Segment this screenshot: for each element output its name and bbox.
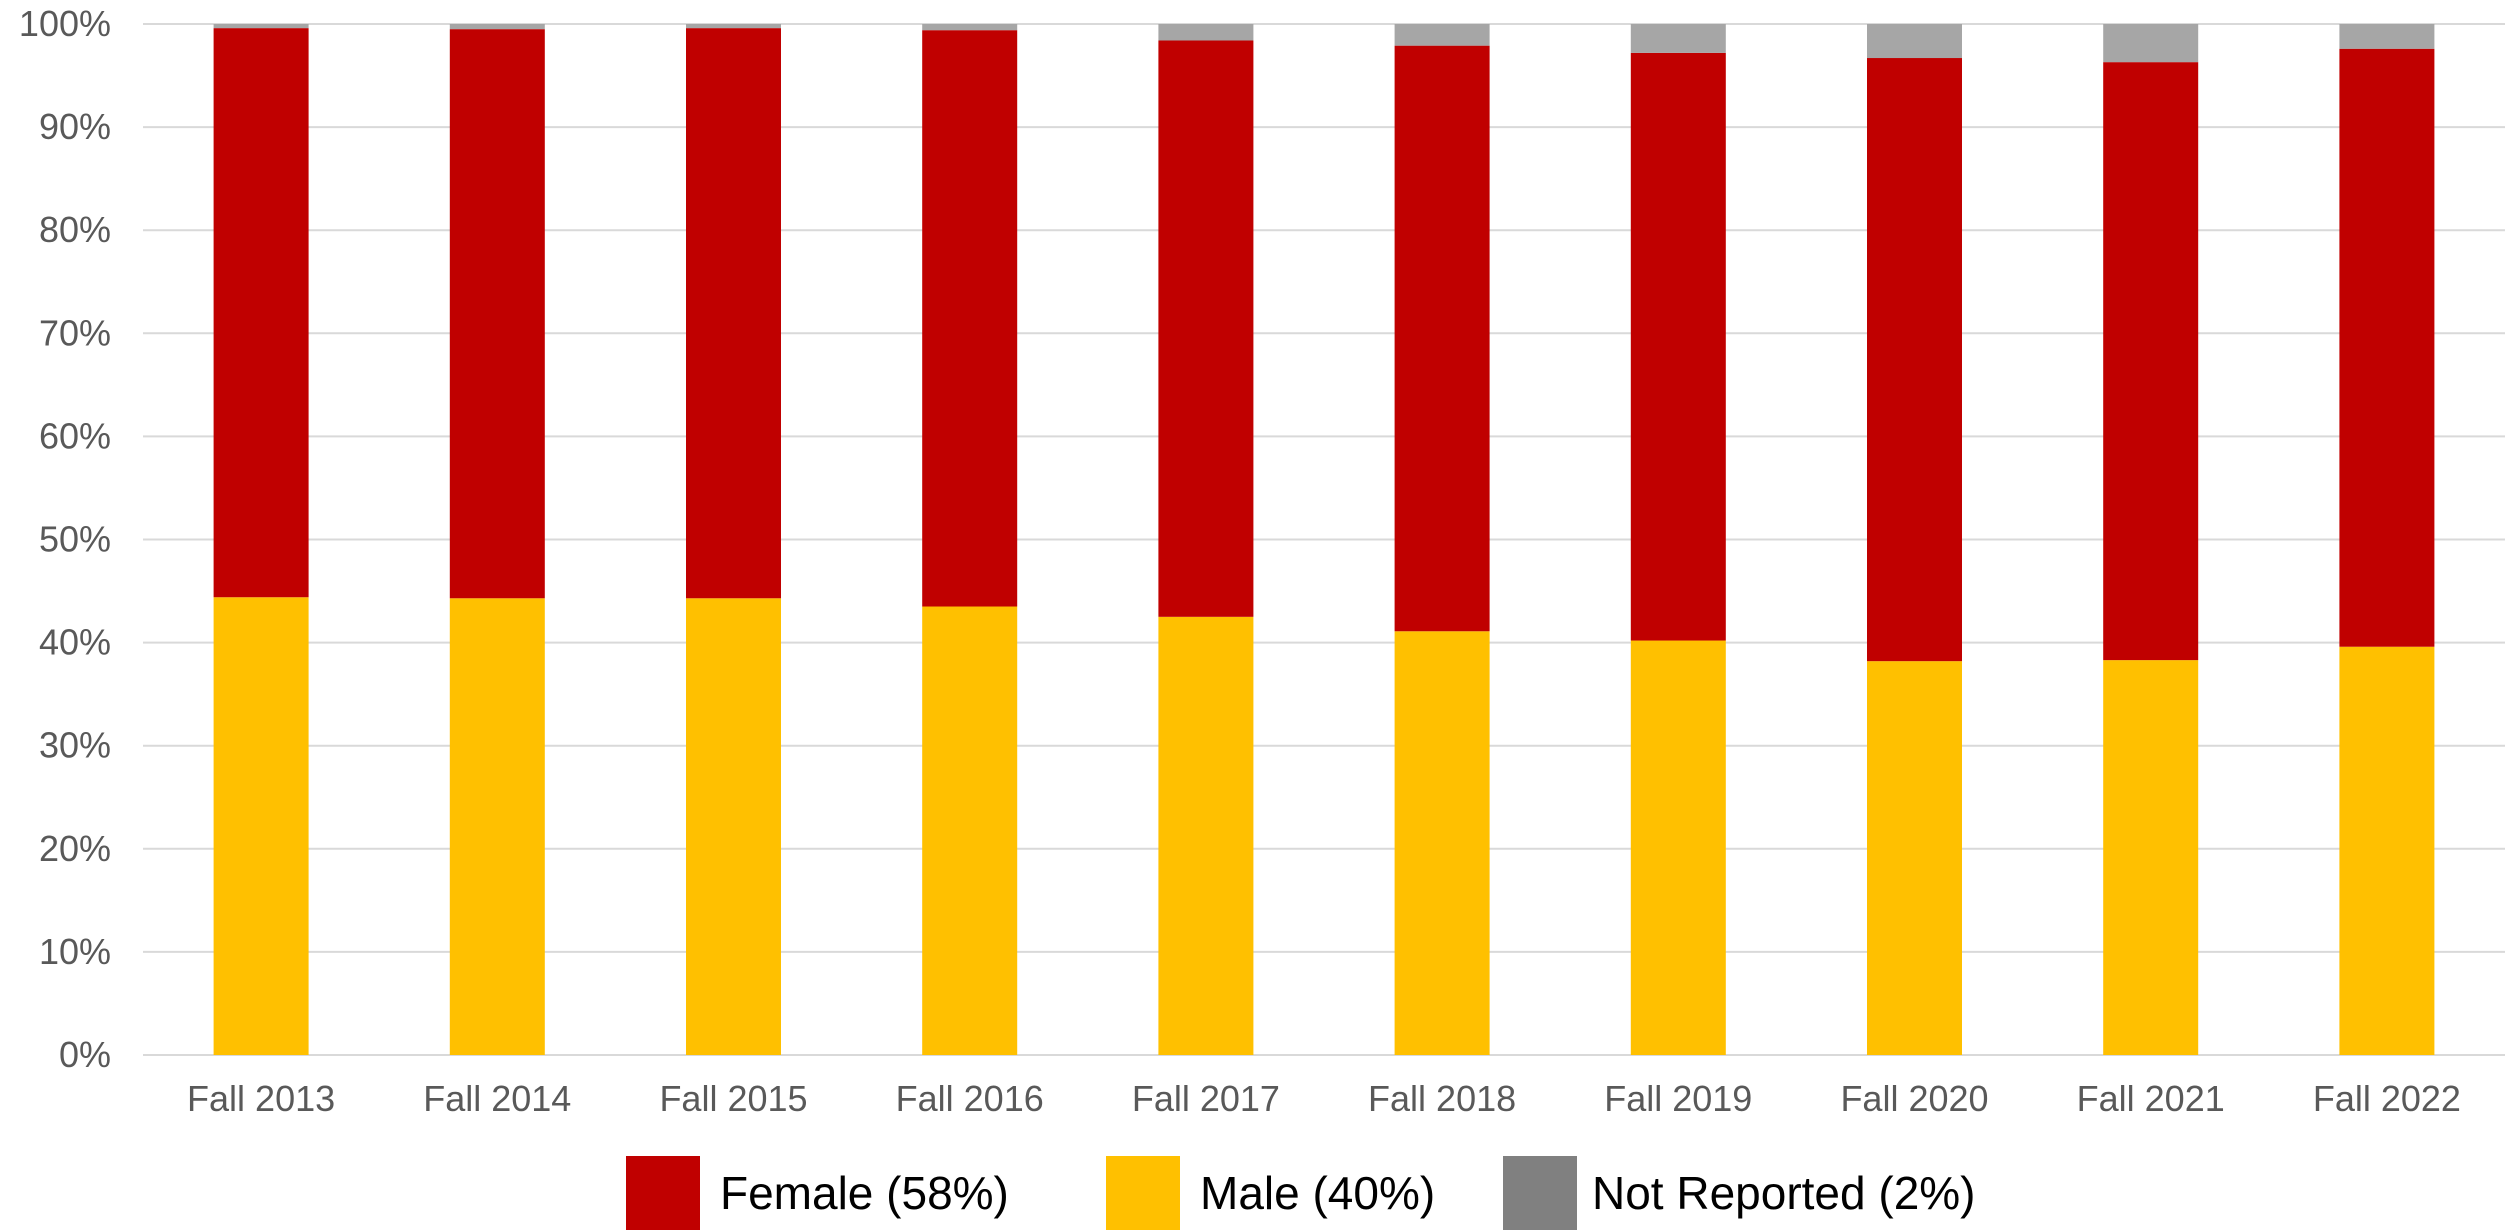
legend: Female (58%) Male (40%) Not Reported (2%)	[626, 1156, 1976, 1230]
x-tick-label: Fall 2014	[423, 1078, 571, 1119]
legend-swatch	[1503, 1156, 1577, 1230]
bar-segment-female	[686, 28, 781, 599]
bar-segment-not-reported	[1867, 24, 1962, 59]
bar-segment-not-reported	[686, 24, 781, 29]
bar-segment-not-reported	[922, 24, 1018, 31]
bar-segment-female	[1867, 58, 1962, 662]
y-tick-label: 100%	[19, 3, 111, 44]
bar-segment-female	[213, 28, 309, 598]
bar-segment-female	[2103, 62, 2199, 661]
legend-label: Female (58%)	[720, 1167, 1009, 1219]
y-tick-label: 50%	[39, 519, 111, 560]
bar-segment-not-reported	[1630, 24, 1726, 53]
x-tick-label: Fall 2015	[659, 1078, 807, 1119]
y-tick-label: 60%	[39, 415, 111, 456]
x-tick-label: Fall 2016	[896, 1078, 1044, 1119]
legend-label: Male (40%)	[1200, 1167, 1435, 1219]
bar-segment-male	[2339, 646, 2435, 1055]
x-tick-label: Fall 2013	[187, 1078, 335, 1119]
bar-segment-not-reported	[449, 24, 545, 30]
bar-segment-male	[1158, 616, 1254, 1055]
bar-segment-not-reported	[1394, 24, 1490, 46]
y-tick-label: 10%	[39, 931, 111, 972]
x-tick-label: Fall 2022	[2313, 1078, 2461, 1119]
bar-segment-female	[922, 30, 1018, 607]
bar-segment-male	[1394, 631, 1490, 1055]
bar-segment-female	[2339, 48, 2435, 647]
y-tick-label: 80%	[39, 209, 111, 250]
y-tick-label: 70%	[39, 312, 111, 353]
legend-label: Not Reported (2%)	[1592, 1167, 1976, 1219]
x-tick-label: Fall 2019	[1604, 1078, 1752, 1119]
y-tick-label: 0%	[59, 1034, 111, 1075]
bar-segment-female	[1394, 45, 1490, 632]
bar-segment-male	[922, 606, 1018, 1055]
bar-segment-not-reported	[213, 24, 309, 29]
y-tick-label: 20%	[39, 828, 111, 869]
legend-swatch	[1106, 1156, 1180, 1230]
bar-segment-male	[1630, 640, 1726, 1055]
x-tick-label: Fall 2021	[2077, 1078, 2225, 1119]
bar-segment-not-reported	[1158, 24, 1254, 41]
bar-segment-female	[1630, 52, 1726, 641]
y-tick-label: 40%	[39, 622, 111, 663]
bar-segment-not-reported	[2103, 24, 2199, 63]
y-axis: 0% 10% 20% 30% 40% 50% 60% 70% 80% 90% 100%	[19, 3, 111, 1075]
bar-segment-female	[449, 29, 545, 599]
bar-segment-male	[213, 597, 309, 1055]
bar-segment-female	[1158, 40, 1254, 617]
x-tick-label: Fall 2020	[1840, 1078, 1988, 1119]
bar-segment-male	[1867, 661, 1962, 1055]
legend-swatch	[626, 1156, 700, 1230]
x-tick-label: Fall 2017	[1132, 1078, 1280, 1119]
x-axis: Fall 2013 Fall 2014 Fall 2015 Fall 2016 Fall…	[187, 1078, 2461, 1119]
bar-segment-not-reported	[2339, 24, 2435, 49]
bars	[213, 24, 2435, 1055]
y-tick-label: 30%	[39, 725, 111, 766]
bar-segment-male	[449, 598, 545, 1055]
bar-segment-male	[2103, 660, 2199, 1055]
bar-segment-male	[686, 598, 781, 1055]
y-tick-label: 90%	[39, 106, 111, 147]
x-tick-label: Fall 2018	[1368, 1078, 1516, 1119]
